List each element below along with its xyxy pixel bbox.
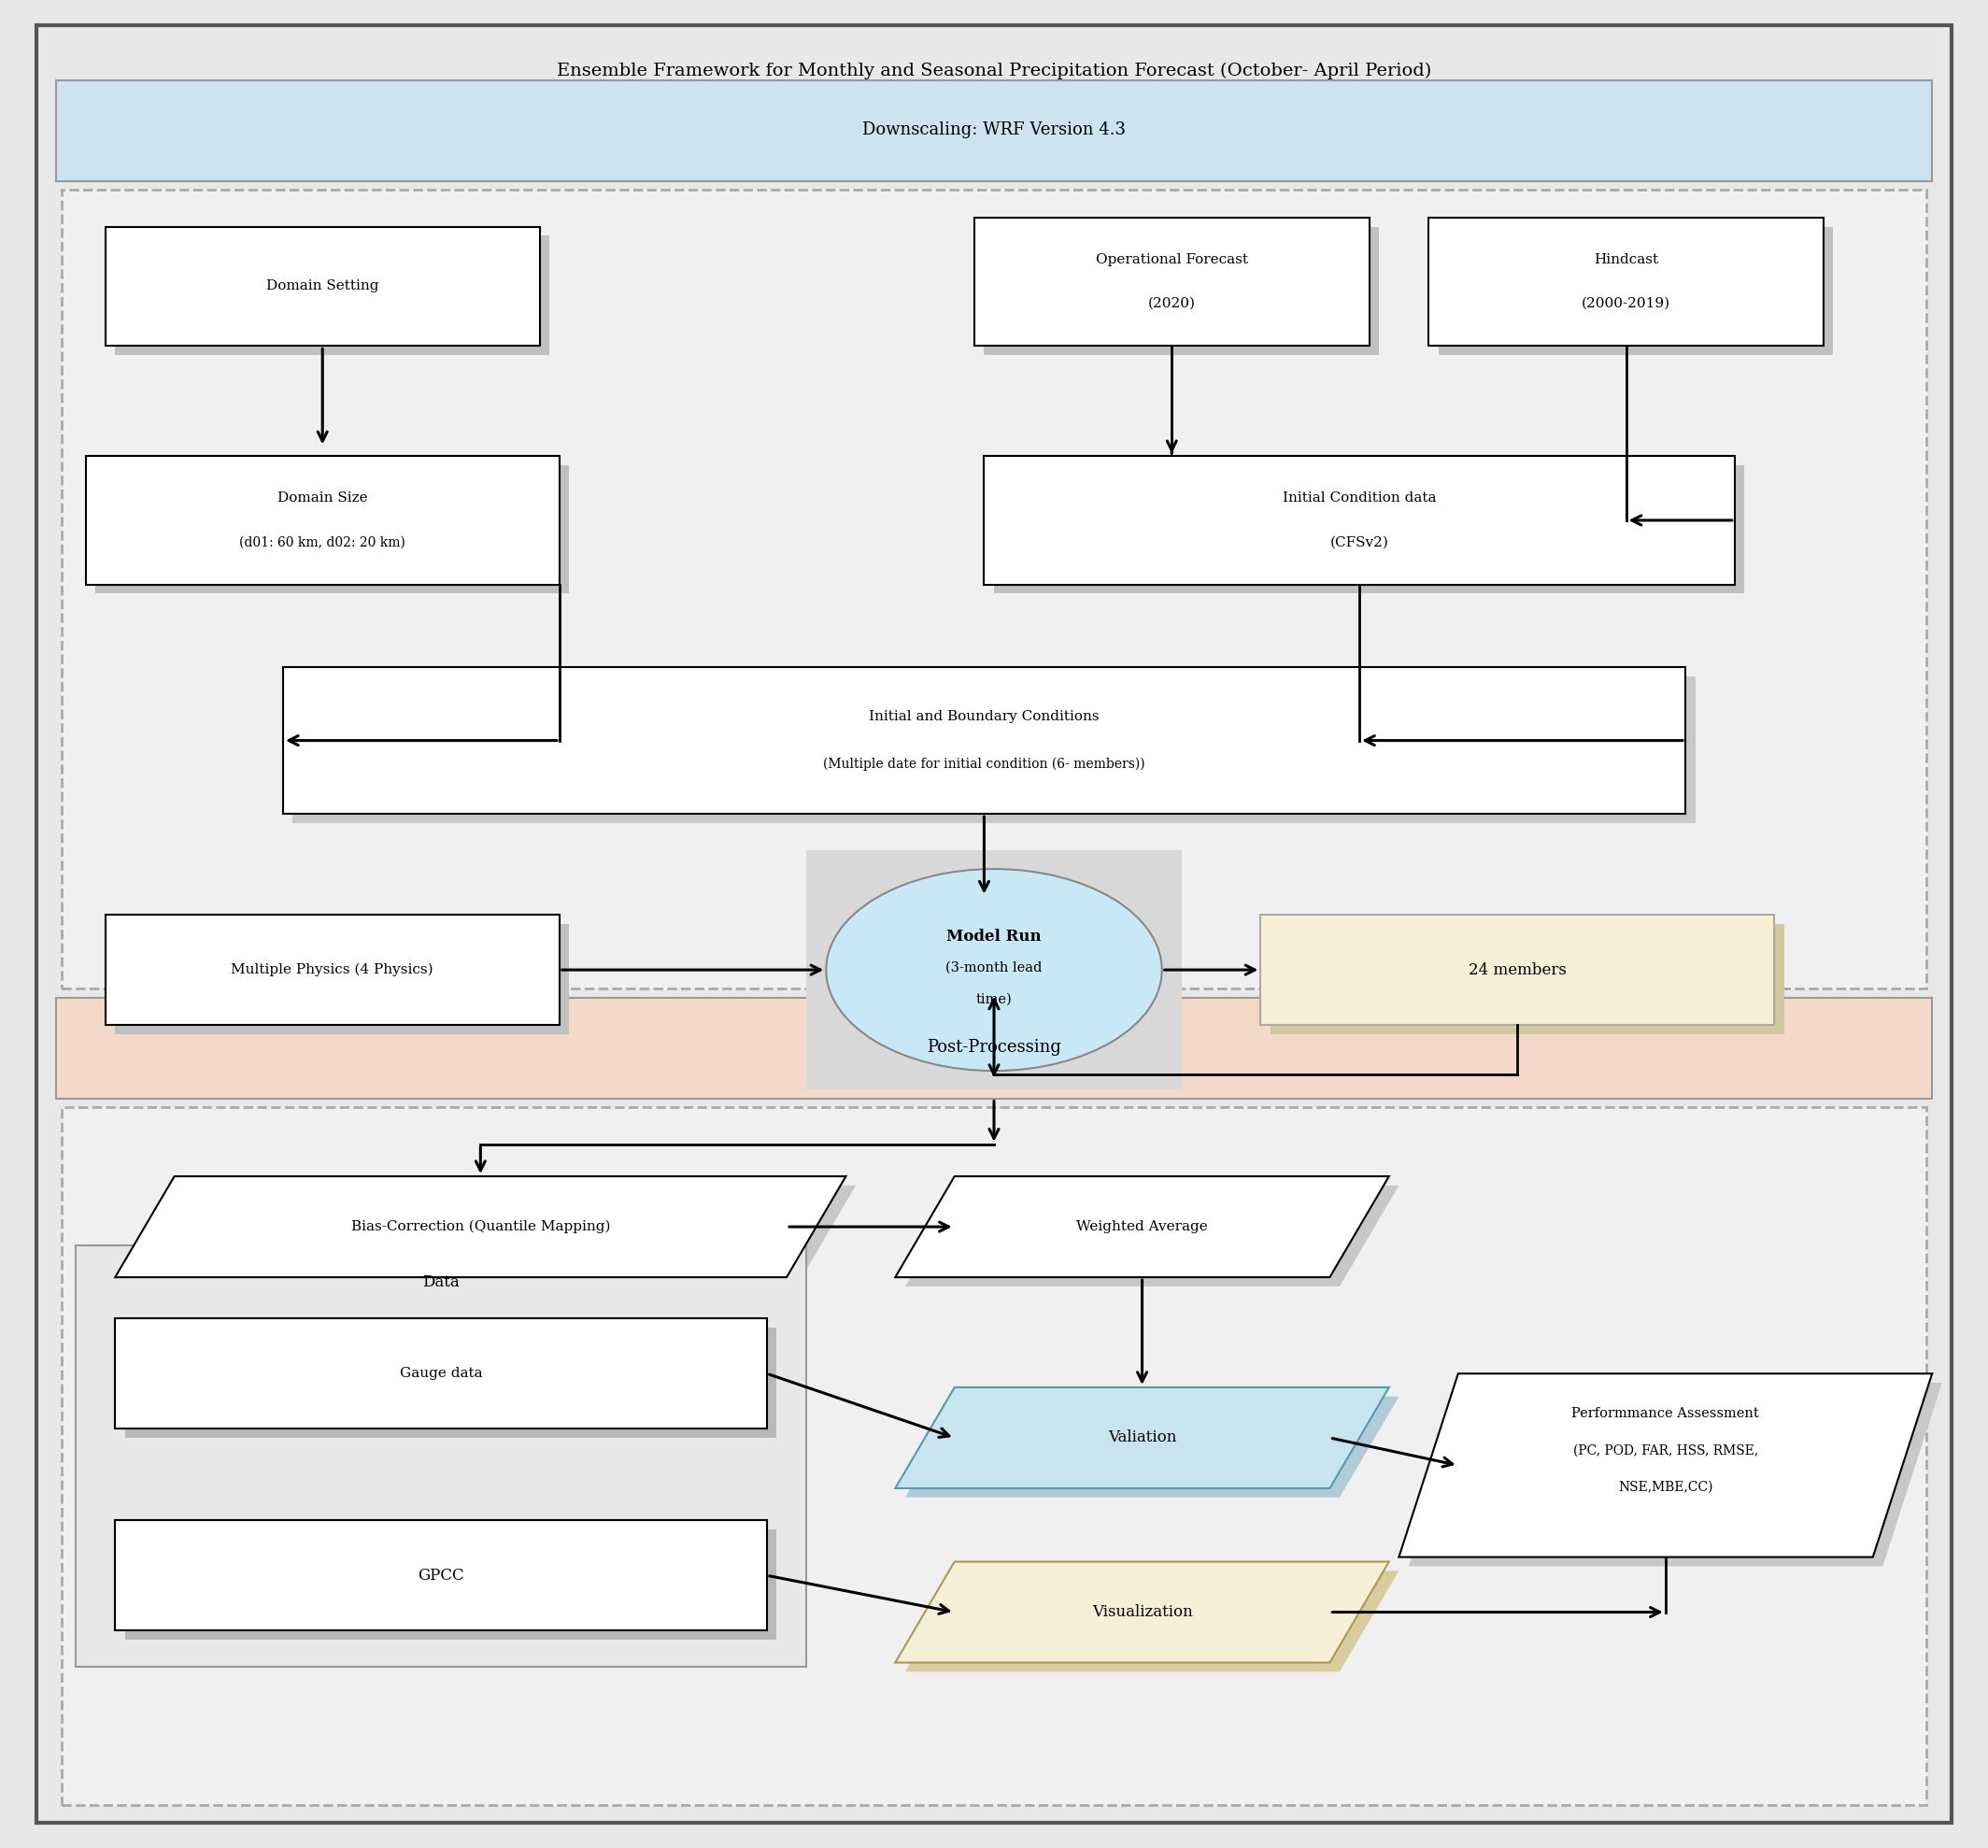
FancyBboxPatch shape [95,466,569,593]
FancyBboxPatch shape [984,227,1380,355]
Text: (3-month lead: (3-month lead [946,961,1042,974]
FancyBboxPatch shape [807,850,1181,1088]
Polygon shape [895,1388,1390,1488]
Polygon shape [905,1185,1400,1286]
Text: Visualization: Visualization [1091,1604,1193,1621]
Text: Model Run: Model Run [946,930,1042,944]
Text: GPCC: GPCC [417,1567,463,1584]
Text: (Multiple date for initial condition (6- members)): (Multiple date for initial condition (6-… [823,758,1145,771]
Polygon shape [1400,1373,1932,1558]
Text: (CFSv2): (CFSv2) [1330,536,1390,549]
FancyBboxPatch shape [1429,218,1823,346]
Text: Bias-Correction (Quantile Mapping): Bias-Correction (Quantile Mapping) [350,1220,610,1233]
FancyBboxPatch shape [36,24,1952,1824]
Text: Data: Data [421,1273,459,1290]
Text: Downscaling: WRF Version 4.3: Downscaling: WRF Version 4.3 [863,120,1125,139]
FancyBboxPatch shape [1270,924,1783,1035]
Ellipse shape [827,869,1161,1070]
Text: Initial and Boundary Conditions: Initial and Boundary Conditions [869,710,1099,723]
FancyBboxPatch shape [974,218,1370,346]
Text: Gauge data: Gauge data [400,1368,483,1380]
FancyBboxPatch shape [125,1530,777,1639]
FancyBboxPatch shape [282,667,1686,813]
Polygon shape [895,1562,1390,1663]
Text: time): time) [976,992,1012,1005]
Text: Weighted Average: Weighted Average [1076,1220,1209,1233]
Text: Domain Setting: Domain Setting [266,279,380,292]
Text: Multiple Physics (4 Physics): Multiple Physics (4 Physics) [231,963,433,976]
FancyBboxPatch shape [105,915,559,1026]
FancyBboxPatch shape [125,1327,777,1438]
FancyBboxPatch shape [1439,227,1833,355]
FancyBboxPatch shape [62,1107,1926,1805]
Text: Domain Size: Domain Size [278,492,368,505]
FancyBboxPatch shape [292,676,1696,822]
FancyBboxPatch shape [115,1521,767,1630]
Text: (d01: 60 km, d02: 20 km): (d01: 60 km, d02: 20 km) [239,536,406,549]
Text: 24 members: 24 members [1469,963,1567,978]
Polygon shape [905,1571,1400,1672]
FancyBboxPatch shape [62,190,1926,989]
FancyBboxPatch shape [56,79,1932,181]
Polygon shape [1409,1382,1942,1567]
FancyBboxPatch shape [76,1246,807,1667]
Polygon shape [115,1177,845,1277]
FancyBboxPatch shape [984,456,1736,584]
Text: Post-Processing: Post-Processing [926,1039,1062,1055]
Text: NSE,MBE,CC): NSE,MBE,CC) [1618,1480,1714,1493]
Text: Hindcast: Hindcast [1594,253,1658,266]
FancyBboxPatch shape [1260,915,1773,1026]
FancyBboxPatch shape [105,227,541,346]
Polygon shape [125,1185,855,1286]
FancyBboxPatch shape [56,998,1932,1098]
Text: (2020): (2020) [1147,298,1195,310]
Text: (PC, POD, FAR, HSS, RMSE,: (PC, POD, FAR, HSS, RMSE, [1573,1443,1757,1458]
Text: Ensemble Framework for Monthly and Seasonal Precipitation Forecast (October- Apr: Ensemble Framework for Monthly and Seaso… [557,63,1431,79]
FancyBboxPatch shape [85,456,559,584]
Polygon shape [905,1397,1400,1497]
Text: Performmance Assessment: Performmance Assessment [1573,1408,1759,1421]
Text: Initial Condition data: Initial Condition data [1282,492,1435,505]
Text: Valiation: Valiation [1107,1430,1177,1445]
FancyBboxPatch shape [115,1318,767,1429]
Text: Operational Forecast: Operational Forecast [1095,253,1248,266]
FancyBboxPatch shape [994,466,1745,593]
FancyBboxPatch shape [115,924,569,1035]
Polygon shape [895,1177,1390,1277]
Text: (2000-2019): (2000-2019) [1582,298,1670,310]
FancyBboxPatch shape [115,237,549,355]
